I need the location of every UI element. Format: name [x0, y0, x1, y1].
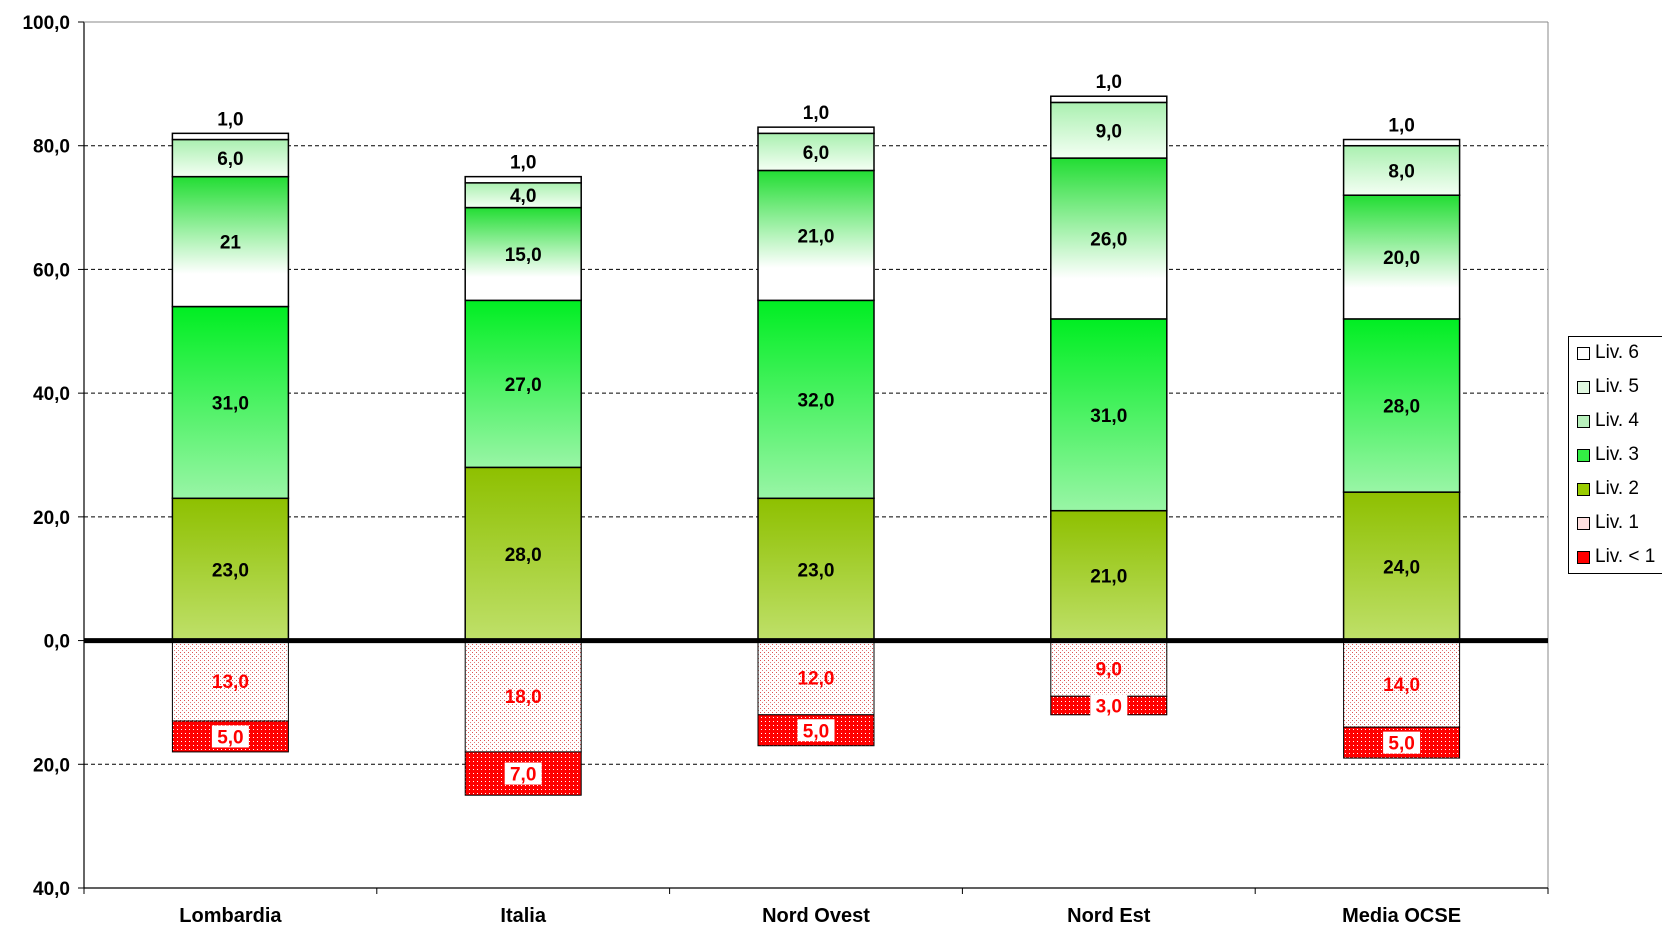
- bar-liv-6: [171, 132, 290, 141]
- legend-item: Liv. < 1: [1577, 544, 1655, 570]
- data-label: 24,0: [1383, 557, 1420, 578]
- data-label: 1,0: [217, 109, 243, 130]
- bar-liv-6: [757, 126, 875, 135]
- bar-liv-5: [464, 182, 582, 209]
- bar-liv-5: [757, 132, 875, 172]
- bar-liv-6: [1342, 138, 1461, 147]
- legend-label: Liv. 3: [1595, 444, 1640, 465]
- legend-swatch: [1577, 346, 1590, 360]
- legend-swatch: [1577, 448, 1590, 462]
- data-label: 5,0: [803, 721, 829, 742]
- data-label: 13,0: [212, 672, 249, 693]
- bar-liv-4: [1050, 157, 1168, 320]
- bar-liv-3: [757, 299, 875, 500]
- data-label: 18,0: [505, 687, 542, 708]
- data-label: 28,0: [1383, 397, 1420, 418]
- bar-liv-2: [757, 497, 875, 642]
- data-label: 9,0: [1096, 659, 1122, 680]
- bar-liv-3: [464, 299, 582, 469]
- legend-item: Liv. 4: [1577, 408, 1639, 434]
- legend-swatch: [1577, 516, 1590, 530]
- bar-liv-1: [1343, 640, 1461, 728]
- legend-item: Liv. 6: [1577, 340, 1639, 366]
- bar-liv-3: [171, 305, 290, 500]
- data-label: 12,0: [798, 669, 835, 690]
- bar-liv-3: [1050, 318, 1168, 512]
- data-label: 23,0: [212, 560, 249, 581]
- bar-liv-4: [1342, 194, 1461, 320]
- legend-swatch: [1577, 380, 1590, 394]
- data-label: 32,0: [798, 390, 835, 411]
- legend-label: Liv. 5: [1595, 376, 1640, 397]
- chart-legend: Liv. 6 Liv. 5 Liv. 4 Liv. 3 Liv. 2 Liv. 1 Liv.…: [1568, 336, 1662, 574]
- data-label: 1,0: [803, 103, 829, 124]
- y-tick-label: 40,0: [33, 384, 70, 405]
- data-label: 5,0: [217, 727, 243, 748]
- legend-label: Liv. 2: [1595, 478, 1640, 499]
- y-tick-label: 60,0: [33, 260, 70, 281]
- data-label: 31,0: [212, 393, 249, 414]
- bar-liv-6: [464, 175, 582, 184]
- y-tick-label: 100,0: [22, 13, 70, 34]
- legend-label: Liv. 6: [1595, 342, 1640, 363]
- data-label: 6,0: [217, 149, 243, 170]
- bar-liv-5: [1342, 144, 1461, 196]
- data-label: 1,0: [1096, 72, 1122, 93]
- bar-liv-4: [757, 169, 875, 302]
- bar-liv-4: [464, 206, 582, 302]
- data-label: 15,0: [505, 245, 542, 266]
- data-label: 1,0: [510, 153, 536, 174]
- data-label: 14,0: [1383, 675, 1420, 696]
- data-label: 21: [220, 233, 242, 254]
- bar-liv-2: [171, 497, 290, 642]
- legend-label: Liv. 1: [1595, 512, 1640, 533]
- data-label-bg: [211, 725, 249, 748]
- category-label: Nord Ovest: [762, 905, 870, 927]
- bar-liv-3: [1342, 318, 1461, 493]
- data-label: 21,0: [798, 226, 835, 247]
- legend-item: Liv. 3: [1577, 442, 1639, 468]
- data-label: 8,0: [1388, 161, 1414, 182]
- data-label: 21,0: [1090, 567, 1127, 588]
- legend-label: Liv. < 1: [1595, 546, 1656, 567]
- data-label: 6,0: [803, 143, 829, 164]
- y-tick-label: 20,0: [33, 755, 70, 776]
- data-label: 3,0: [1096, 697, 1122, 718]
- category-label: Lombardia: [179, 905, 282, 927]
- y-tick-label: 80,0: [33, 137, 70, 158]
- legend-item: Liv. 2: [1577, 476, 1639, 502]
- bar-liv-2: [1050, 509, 1168, 642]
- data-label-bg: [1383, 731, 1421, 754]
- y-tick-label: 40,0: [33, 879, 70, 900]
- data-label: 9,0: [1096, 121, 1122, 142]
- legend-item: Liv. 5: [1577, 374, 1639, 400]
- bar-liv-6: [1050, 95, 1168, 104]
- category-label: Nord Est: [1067, 905, 1151, 927]
- y-tick-label: 0,0: [44, 632, 70, 653]
- legend-item: Liv. 1: [1577, 510, 1639, 536]
- data-label-bg: [797, 719, 835, 742]
- y-tick-label: 20,0: [33, 508, 70, 529]
- legend-label: Liv. 4: [1595, 410, 1640, 431]
- bar-liv-2: [1342, 491, 1461, 642]
- data-label: 1,0: [1388, 116, 1414, 137]
- data-label: 4,0: [510, 186, 536, 207]
- data-label: 5,0: [1388, 734, 1414, 755]
- data-label: 27,0: [505, 375, 542, 396]
- data-label: 20,0: [1383, 248, 1420, 269]
- category-label: Italia: [500, 905, 546, 927]
- data-label: 28,0: [505, 545, 542, 566]
- data-label-bg: [504, 762, 542, 785]
- category-label: Media OCSE: [1342, 905, 1461, 927]
- data-label: 31,0: [1090, 406, 1127, 427]
- data-label: 23,0: [798, 560, 835, 581]
- data-label: 26,0: [1090, 230, 1127, 251]
- data-label: 7,0: [510, 765, 536, 786]
- legend-swatch: [1577, 482, 1590, 496]
- legend-swatch: [1577, 550, 1590, 564]
- legend-swatch: [1577, 414, 1590, 428]
- data-label-bg: [1090, 694, 1128, 717]
- bar-liv-4: [171, 175, 290, 308]
